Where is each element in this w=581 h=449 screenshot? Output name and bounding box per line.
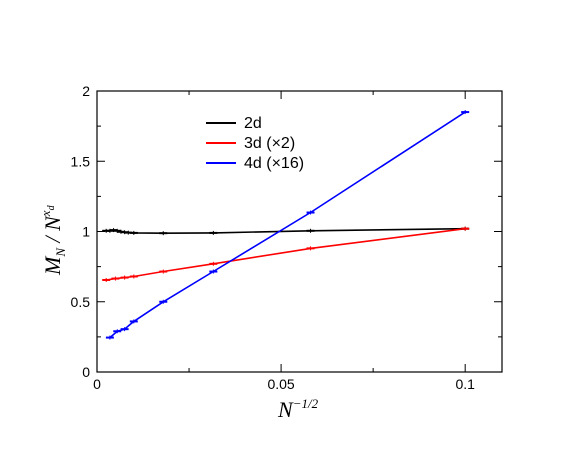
y-axis-title-exponent: x: [38, 210, 53, 217]
y-axis-title-sub: N: [53, 247, 68, 258]
y-axis-title-base: M: [40, 255, 65, 276]
legend: 2d 3d (×2) 4d (×16): [206, 115, 304, 172]
x-tick-label: 0.05: [267, 376, 294, 392]
y-axis-title-divider: /: [40, 231, 65, 248]
y-axis-title-base2: N: [40, 215, 65, 232]
legend-label: 2d: [244, 115, 262, 132]
tick-labels: 0 0.05 0.1 0 0.5 1 1.5 2: [71, 83, 476, 392]
x-tick-label: 0.1: [455, 376, 475, 392]
x-axis-title-base: N: [277, 397, 294, 422]
y-tick-label: 0: [82, 364, 90, 380]
y-tick-label: 1: [82, 224, 90, 240]
x-axis-title-exponent: −1/2: [293, 396, 319, 411]
y-tick-label: 1.5: [71, 153, 91, 169]
y-axis-title: MN / Nxd: [38, 204, 68, 276]
x-tick-label: 0: [93, 376, 101, 392]
y-tick-label: 0.5: [71, 294, 91, 310]
y-tick-label: 2: [82, 83, 90, 99]
tick-marks: [96, 90, 502, 373]
legend-label: 3d (×2): [244, 135, 295, 152]
x-axis-title: N−1/2: [277, 396, 319, 422]
series-points: [102, 110, 470, 340]
legend-label: 4d (×16): [244, 155, 304, 172]
y-axis-title-exponent-sub: d: [46, 204, 57, 210]
